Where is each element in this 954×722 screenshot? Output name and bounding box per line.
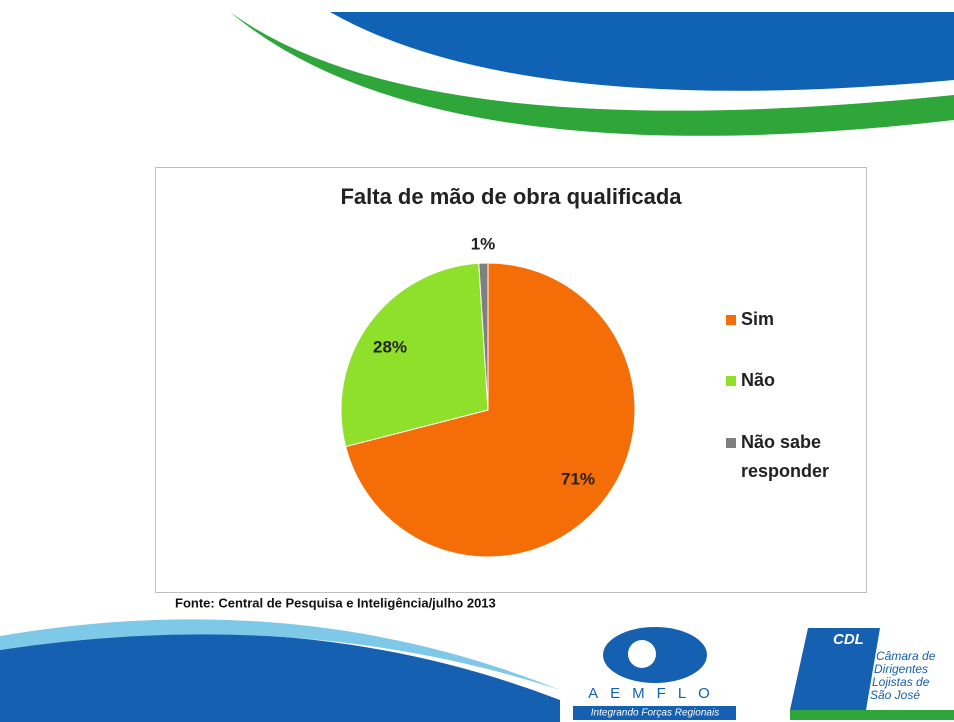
bottom-swoosh-light	[0, 619, 560, 690]
aemflo-tagline: Integrando Forças Regionais	[591, 708, 719, 719]
aemflo-logo-shape	[628, 640, 656, 668]
cdl-name: CDL	[833, 631, 864, 648]
cdl-band	[790, 710, 954, 720]
green-swoosh	[230, 12, 954, 136]
legend-label-line: Não sabe	[741, 432, 821, 452]
aemflo-name: AEMFLO	[588, 685, 722, 702]
cdl-text-line: Câmara de	[876, 649, 936, 663]
legend-label: Não sabe responder	[741, 432, 829, 481]
source-note: Fonte: Central de Pesquisa e Inteligênci…	[175, 595, 496, 610]
data-label: 28%	[373, 337, 407, 356]
legend-label-line: responder	[741, 461, 829, 481]
legend-label: Sim	[741, 309, 774, 329]
aemflo-band	[573, 706, 736, 720]
bottom-swoosh	[0, 633, 560, 722]
cdl-text-line: Lojistas de	[872, 675, 930, 689]
pie-slice	[340, 262, 489, 448]
data-label: 1%	[471, 234, 496, 253]
legend-label: Não	[741, 370, 775, 390]
cdl-text-line: Dirigentes	[874, 662, 928, 676]
legend-swatch	[726, 376, 736, 386]
cdl-logo-shape	[790, 628, 880, 710]
pie-slice	[478, 262, 489, 411]
legend-swatch	[726, 438, 736, 448]
cdl-text-line: São José	[870, 688, 920, 702]
blue-swoosh	[330, 12, 954, 91]
legend-swatch	[726, 315, 736, 325]
pie-slice	[345, 262, 636, 558]
data-label: 71%	[561, 469, 595, 488]
chart-title: Falta de mão de obra qualificada	[340, 184, 682, 209]
